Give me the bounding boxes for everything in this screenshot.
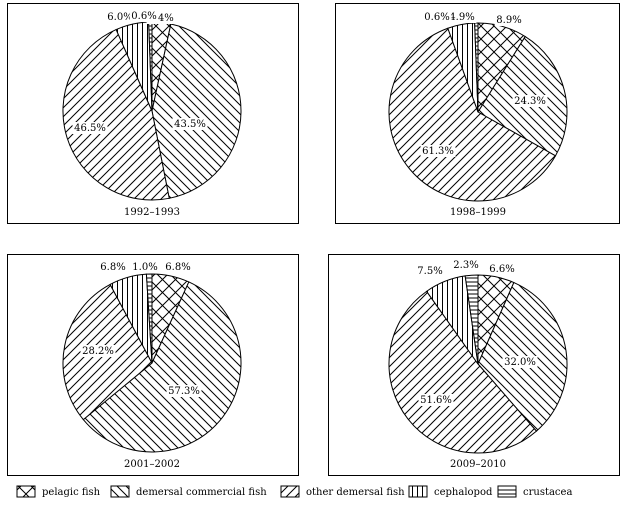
data-label-bg: [512, 95, 548, 107]
data-label-bg: [105, 11, 135, 23]
data-label-pelagic-fish: 8.9%: [496, 15, 521, 26]
data-label-bg: [72, 122, 108, 134]
slice-other-demersal-fish: [62, 28, 170, 201]
data-label-bg: [502, 356, 538, 368]
data-label-demersal-commercial-fish: 43.5%: [174, 119, 206, 130]
data-label-crustacea: 2.3%: [453, 260, 478, 271]
data-label-cephalopod: 4.9%: [449, 12, 474, 23]
data-label-other-demersal-fish: 61.3%: [422, 146, 454, 157]
data-label-bg: [172, 118, 208, 130]
data-label-bg: [418, 394, 454, 406]
data-label-bg: [130, 261, 160, 273]
slice-crustacea: [464, 274, 479, 365]
panel-frame-2009-2010: [328, 254, 620, 476]
pie-title: 2001–2002: [124, 459, 180, 470]
data-label-bg: [98, 261, 128, 273]
data-label-pelagic-fish: 6.6%: [489, 264, 514, 275]
slice-other-demersal-fish: [388, 27, 557, 202]
data-label-other-demersal-fish: 46.5%: [74, 123, 106, 134]
data-label-bg: [487, 263, 517, 275]
legend-swatch-crustacea: [497, 485, 517, 498]
data-label-bg: [80, 345, 116, 357]
data-label-bg: [163, 261, 193, 273]
legend-swatch-other-demersal-fish: [280, 485, 300, 498]
legend-swatch-cephalopod: [408, 485, 428, 498]
data-label-demersal-commercial-fish: 32.0%: [504, 357, 536, 368]
data-label-pelagic-fish: 3.4%: [148, 13, 173, 24]
data-label-pelagic-fish: 6.8%: [165, 262, 190, 273]
data-label-crustacea: 1.0%: [132, 262, 157, 273]
pie-title: 2009–2010: [450, 459, 506, 470]
legend-label-demersal-commercial-fish: demersal commercial fish: [136, 487, 267, 498]
data-label-bg: [451, 259, 481, 271]
data-label-demersal-commercial-fish: 57.3%: [168, 386, 200, 397]
legend-label-other-demersal-fish: other demersal fish: [306, 487, 405, 498]
data-label-crustacea: 0.6%: [131, 11, 156, 22]
slice-crustacea: [145, 273, 153, 364]
panel-frame-1998-1999: [335, 3, 620, 224]
data-label-bg: [129, 10, 159, 22]
data-label-demersal-commercial-fish: 24.3%: [514, 96, 546, 107]
data-label-bg: [166, 385, 202, 397]
slice-demersal-commercial-fish: [151, 23, 242, 199]
data-label-bg: [494, 14, 524, 26]
panel-frame-1992-1993: [7, 3, 299, 224]
data-label-cephalopod: 6.8%: [100, 262, 125, 273]
pie-2001-2002: 6.8% 57.3% 28.2% 6.8% 1.0% 2001–2002: [62, 261, 242, 470]
data-label-other-demersal-fish: 51.6%: [420, 395, 452, 406]
data-label-bg: [420, 145, 456, 157]
pie-2009-2010: 6.6% 32.0% 51.6% 7.5% 2.3% 2009–2010: [388, 259, 568, 470]
panel-frame-2001-2002: [7, 254, 299, 476]
data-label-bg: [415, 265, 445, 277]
pie-1992-1993: 3.4% 43.5% 46.5% 6.0%0.6% 1992–1993: [62, 10, 242, 218]
legend-label-cephalopod: cephalopod: [434, 487, 493, 498]
slice-crustacea: [474, 22, 479, 113]
pie-title: 1992–1993: [124, 207, 180, 218]
data-label-other-demersal-fish: 28.2%: [82, 346, 114, 357]
pies-layer: 3.4%43.5%46.5%6.0%0.6%1992–19938.9%24.3%…: [62, 10, 568, 470]
data-label-crustacea: 0.6%: [424, 12, 449, 23]
legend-label-pelagic-fish: pelagic fish: [42, 487, 101, 498]
pie-title: 1998–1999: [450, 207, 506, 218]
slice-demersal-commercial-fish: [82, 281, 242, 453]
legend-label-crustacea: crustacea: [523, 487, 572, 498]
slice-other-demersal-fish: [388, 290, 538, 454]
data-label-bg: [447, 11, 477, 23]
legend-swatch-demersal-commercial-fish: [110, 485, 130, 498]
data-label-bg: [422, 11, 452, 23]
legend-swatch-pelagic-fish: [16, 485, 36, 498]
data-label-cephalopod: 6.0%: [107, 12, 132, 23]
legend: pelagic fish demersal commercial fish othe…: [16, 485, 572, 498]
pie-1998-1999: 8.9% 24.3% 61.3% 4.9%0.6% 1998–1999: [388, 11, 568, 218]
data-label-cephalopod: 7.5%: [417, 266, 442, 277]
